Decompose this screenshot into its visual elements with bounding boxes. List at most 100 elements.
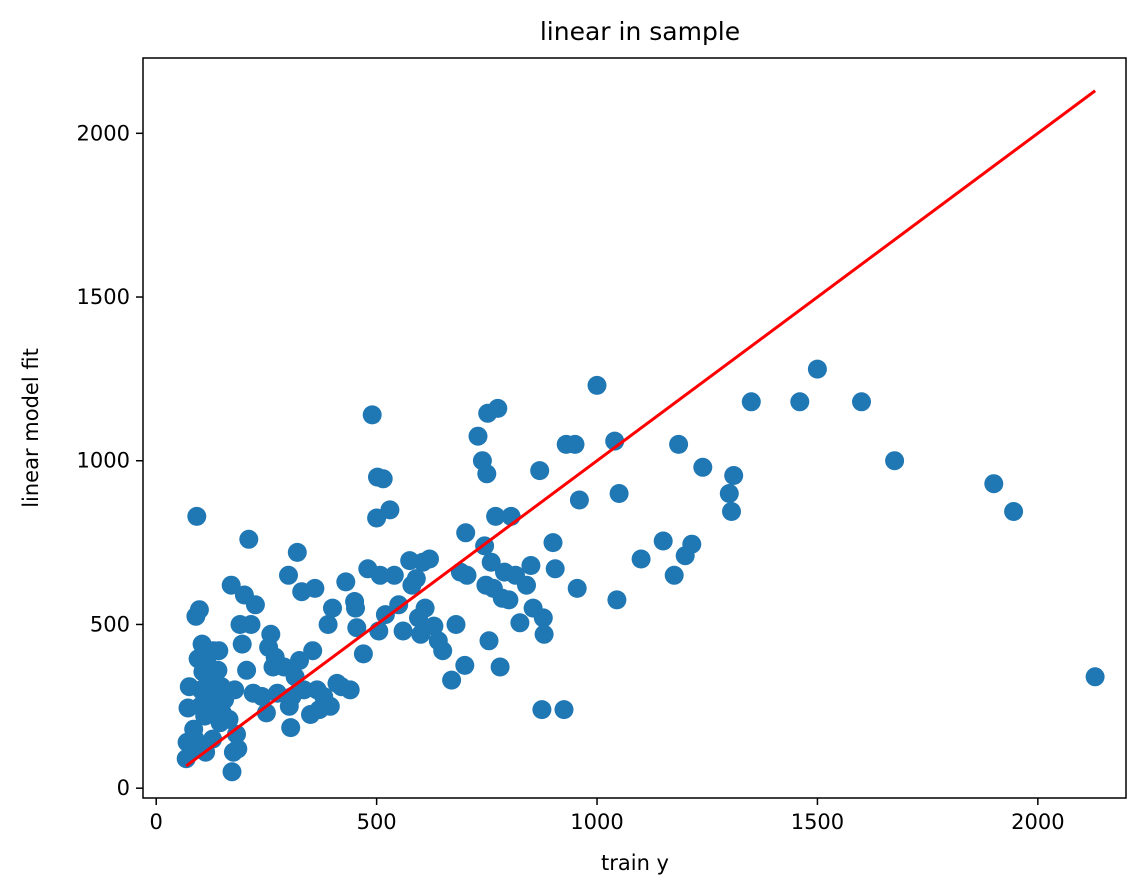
scatter-point-91 — [384, 565, 404, 585]
y-tick-label-1: 500 — [90, 612, 130, 636]
fit-line-layer — [185, 89, 1097, 768]
scatter-point-96 — [406, 569, 426, 589]
scatter-point-142 — [569, 490, 589, 510]
scatter-point-134 — [533, 608, 553, 628]
scatter-point-128 — [510, 613, 530, 633]
y-axis-label: linear model fit — [19, 348, 43, 508]
scatter-point-163 — [1004, 502, 1024, 521]
scatter-point-93 — [393, 621, 413, 641]
scatter-point-164 — [1085, 667, 1105, 687]
scatter-point-34 — [221, 575, 241, 595]
scatter-point-44 — [239, 529, 259, 549]
scatter-point-146 — [609, 484, 629, 503]
scatter-point-110 — [457, 565, 477, 585]
scatter-point-61 — [287, 542, 307, 562]
y-axis-ticks: 0 500 1000 1500 2000 — [77, 121, 143, 800]
scatter-point-58 — [281, 718, 301, 738]
scatter-point-48 — [252, 687, 272, 706]
scatter-point-125 — [499, 590, 519, 610]
scatter-point-159 — [807, 359, 827, 379]
scatter-point-101 — [420, 549, 439, 569]
scatter-point-137 — [545, 559, 565, 579]
scatter-point-150 — [669, 434, 689, 454]
scatter-point-152 — [682, 534, 702, 554]
scatter-point-41 — [232, 634, 252, 654]
scatter-point-66 — [303, 641, 323, 661]
fit-line — [185, 89, 1097, 768]
y-tick-label-3: 1500 — [77, 285, 130, 309]
scatter-point-79 — [346, 598, 365, 618]
x-axis-label: train y — [601, 851, 669, 875]
scatter-point-102 — [424, 616, 444, 636]
scatter-point-100 — [415, 598, 435, 618]
scatter-point-158 — [790, 392, 810, 412]
scatter-point-89 — [375, 605, 395, 625]
scatter-point-143 — [587, 375, 607, 395]
scatter-point-157 — [741, 392, 761, 412]
scatter-point-47 — [245, 595, 265, 615]
scatter-points — [176, 359, 1105, 782]
scatter-point-8 — [187, 506, 207, 526]
x-axis-ticks: 0 500 1000 1500 2000 — [150, 798, 1065, 834]
scatter-point-39 — [228, 739, 248, 759]
scatter-point-106 — [446, 615, 466, 634]
scatter-point-73 — [323, 598, 342, 618]
scatter-point-88 — [373, 469, 393, 489]
scatter-point-117 — [479, 631, 499, 651]
scatter-point-33 — [219, 709, 239, 729]
scatter-point-121 — [488, 398, 508, 418]
scatter-point-67 — [305, 578, 325, 598]
scatter-point-6 — [185, 729, 205, 749]
y-tick-label-2: 1000 — [77, 449, 130, 473]
scatter-point-132 — [530, 461, 550, 481]
scatter-point-64 — [294, 680, 314, 700]
scatter-point-83 — [362, 405, 382, 425]
scatter-point-120 — [486, 506, 506, 526]
scatter-point-109 — [456, 523, 476, 543]
scatter-point-105 — [442, 670, 462, 690]
scatter-point-62 — [290, 651, 309, 670]
scatter-point-37 — [225, 680, 245, 700]
scatter-point-133 — [532, 700, 552, 720]
scatter-point-145 — [607, 590, 627, 610]
scatter-point-43 — [237, 660, 257, 680]
scatter-point-149 — [664, 565, 684, 585]
x-tick-label-4: 2000 — [1011, 810, 1064, 834]
scatter-point-162 — [984, 474, 1004, 494]
scatter-point-153 — [693, 457, 713, 477]
scatter-point-104 — [433, 641, 453, 661]
scatter-point-38 — [227, 724, 246, 744]
scatter-point-148 — [653, 531, 673, 551]
scatter-point-154 — [719, 484, 739, 503]
scatter-point-135 — [534, 624, 554, 644]
y-tick-label-0: 0 — [117, 776, 130, 800]
scatter-point-56 — [279, 565, 298, 585]
scatter-point-138 — [554, 700, 574, 720]
scatter-point-155 — [722, 502, 741, 521]
x-tick-label-2: 1000 — [570, 810, 623, 834]
scatter-point-80 — [347, 618, 367, 638]
scatter-point-108 — [455, 655, 475, 675]
scatter-point-147 — [631, 549, 651, 569]
scatter-point-35 — [222, 762, 242, 782]
scatter-point-77 — [340, 680, 360, 700]
scatter-point-161 — [885, 451, 905, 471]
scatter-point-81 — [353, 644, 373, 664]
plot-area-frame — [142, 57, 1127, 799]
x-tick-label-0: 0 — [150, 810, 163, 834]
x-tick-label-3: 1500 — [791, 810, 844, 834]
scatter-point-136 — [543, 533, 563, 553]
chart-title: linear in sample — [540, 17, 740, 46]
scatter-point-54 — [267, 683, 287, 703]
scatter-point-122 — [490, 657, 510, 677]
y-tick-label-4: 2000 — [77, 121, 130, 145]
scatter-point-26 — [208, 660, 228, 680]
x-tick-label-1: 500 — [357, 810, 397, 834]
scatter-point-51 — [261, 624, 281, 644]
scatter-point-45 — [241, 615, 261, 634]
scatter-point-72 — [320, 696, 340, 716]
scatter-point-92 — [389, 595, 409, 615]
scatter-point-118 — [481, 552, 501, 572]
scatter-point-156 — [724, 466, 744, 485]
